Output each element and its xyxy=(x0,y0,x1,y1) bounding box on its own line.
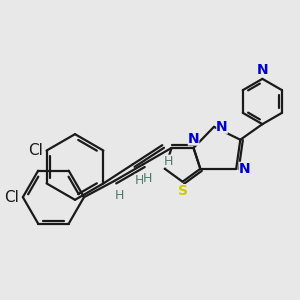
Text: Cl: Cl xyxy=(4,190,20,205)
Text: N: N xyxy=(188,132,200,145)
Text: H: H xyxy=(134,174,144,187)
Text: H: H xyxy=(115,189,124,202)
Text: N: N xyxy=(256,63,268,76)
Text: H: H xyxy=(143,172,152,185)
Text: Cl: Cl xyxy=(28,143,43,158)
Text: S: S xyxy=(178,184,188,198)
Text: N: N xyxy=(238,162,250,176)
Text: H: H xyxy=(164,155,173,168)
Text: N: N xyxy=(216,120,228,134)
